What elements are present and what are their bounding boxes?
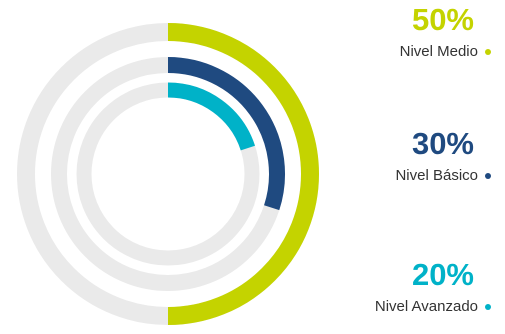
legend-label-nivel-basico: Nivel Básico [395,167,478,184]
legend-item-nivel-avanzado: 20% Nivel Avanzado [375,259,491,315]
legend-label-nivel-avanzado: Nivel Avanzado [374,298,478,315]
legend-dot-nivel-basico [485,172,491,179]
legend-dot-nivel-avanzado [485,303,491,310]
legend-item-nivel-medio: 50% Nivel Medio [400,4,491,60]
legend-value-nivel-basico: 30% [411,126,474,161]
legend-label-nivel-medio: Nivel Medio [399,43,478,60]
ring-bar-nivel-medio [167,23,319,325]
ring-bar-nivel-basico [167,57,285,211]
legend-value-nivel-medio: 50% [411,2,474,37]
ring-bar-nivel-avanzado [167,82,256,151]
legend-dot-nivel-medio [485,48,491,55]
legend-value-nivel-avanzado: 20% [411,257,474,292]
legend-item-nivel-basico: 30% Nivel Básico [395,128,491,184]
